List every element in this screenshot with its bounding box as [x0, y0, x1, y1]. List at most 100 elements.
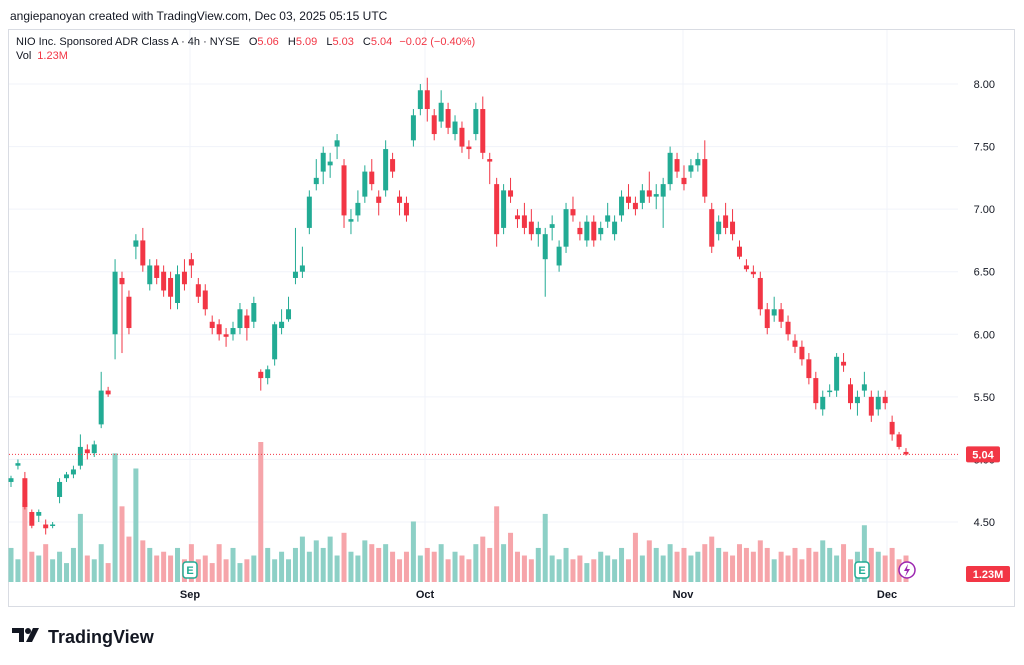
candle-body	[716, 221, 722, 235]
candle-body	[403, 202, 409, 216]
candle-body	[528, 221, 534, 235]
candle-body	[577, 227, 583, 235]
volume-bar	[216, 544, 222, 582]
candle-body	[438, 102, 444, 122]
candle-body	[625, 196, 631, 203]
y-tick-label: 7.00	[974, 204, 995, 216]
volume-bar	[646, 540, 652, 582]
volume-bar	[147, 547, 153, 582]
earnings-marker	[182, 561, 198, 579]
candle-body	[299, 265, 305, 272]
volume-bar	[820, 540, 826, 582]
volume-bar	[764, 547, 770, 582]
volume-bar	[237, 563, 243, 582]
candle-body	[397, 196, 403, 203]
volume-bar	[64, 563, 70, 582]
volume-bar	[355, 555, 361, 582]
candle-body	[175, 274, 181, 303]
candle-body	[903, 451, 909, 455]
volume-bar	[43, 544, 49, 582]
candle-body	[91, 444, 97, 454]
candle-body	[549, 224, 555, 228]
volume-bar	[716, 547, 722, 582]
candle-body	[216, 324, 222, 335]
candle-body	[514, 215, 520, 220]
volume-bar	[341, 532, 347, 582]
candle-body	[334, 140, 340, 147]
candle-body	[348, 219, 354, 222]
candle-body	[688, 165, 694, 172]
candle-body	[57, 481, 63, 497]
volume-bar	[660, 555, 666, 582]
candle-body	[230, 328, 236, 335]
volume-bar	[417, 555, 423, 582]
volume-bar	[827, 547, 833, 582]
candle-body	[695, 159, 701, 166]
x-tick-label: Sep	[180, 589, 200, 601]
candle-body	[369, 171, 375, 185]
volume-bar	[466, 559, 472, 582]
chart-frame[interactable]	[8, 29, 1015, 607]
candle-body	[112, 271, 118, 335]
legend-close: 5.04	[370, 36, 393, 48]
candle-body	[417, 90, 423, 110]
volume-bar	[362, 540, 368, 582]
candle-body	[806, 359, 812, 379]
chart-legend: NIO Inc. Sponsored ADR Class A · 4h · NY…	[16, 35, 475, 50]
candle-body	[646, 190, 652, 197]
volume-bar	[202, 555, 208, 582]
y-tick-label: 4.50	[974, 517, 995, 529]
tradingview-logo[interactable]: TradingView	[12, 625, 154, 649]
candle-body	[674, 159, 680, 172]
volume-bar	[834, 555, 840, 582]
candle-body	[827, 390, 833, 393]
candle-body	[487, 159, 493, 162]
candle-body	[452, 121, 458, 135]
volume-bar	[445, 559, 451, 582]
volume-bar	[348, 551, 354, 582]
candle-body	[841, 361, 847, 366]
candle-body	[133, 240, 139, 247]
volume-bar	[625, 559, 631, 582]
volume-bar	[501, 544, 507, 582]
last-volume-label: 1.23M	[973, 569, 1004, 581]
volume-bar	[709, 536, 715, 582]
candle-body	[473, 109, 479, 135]
volume-bar	[681, 547, 687, 582]
legend-high: 5.09	[295, 36, 318, 48]
candle-body	[320, 152, 326, 172]
volume-bar	[286, 559, 292, 582]
y-tick-label: 7.50	[974, 142, 995, 154]
volume-bar	[528, 559, 534, 582]
volume-bar	[792, 547, 798, 582]
tradingview-logo-icon	[12, 625, 42, 649]
volume-bar	[598, 551, 604, 582]
volume-bar	[785, 555, 791, 582]
candle-body	[223, 334, 229, 337]
candle-body	[140, 240, 146, 266]
candle-body	[639, 190, 645, 203]
volume-bar	[438, 544, 444, 582]
candle-body	[820, 396, 826, 410]
candle-body	[632, 202, 638, 210]
candle-body	[702, 159, 708, 197]
legend-open-label: O	[248, 36, 258, 48]
candle-body	[292, 271, 298, 278]
candle-body	[785, 321, 791, 335]
candle-body	[188, 259, 194, 266]
candle-body	[584, 221, 590, 241]
volume-bar	[674, 551, 680, 582]
candle-body	[605, 215, 611, 222]
volume-bar	[279, 551, 285, 582]
volume-bar	[480, 536, 486, 582]
volume-bar	[563, 547, 569, 582]
legend-high-label: H	[287, 36, 296, 48]
candle-body	[355, 202, 361, 216]
volume-bar	[591, 559, 597, 582]
volume-bar	[410, 521, 416, 582]
volume-label: Vol	[16, 50, 32, 62]
volume-bar	[757, 540, 763, 582]
volume-bar	[570, 559, 576, 582]
volume-bar	[175, 547, 181, 582]
